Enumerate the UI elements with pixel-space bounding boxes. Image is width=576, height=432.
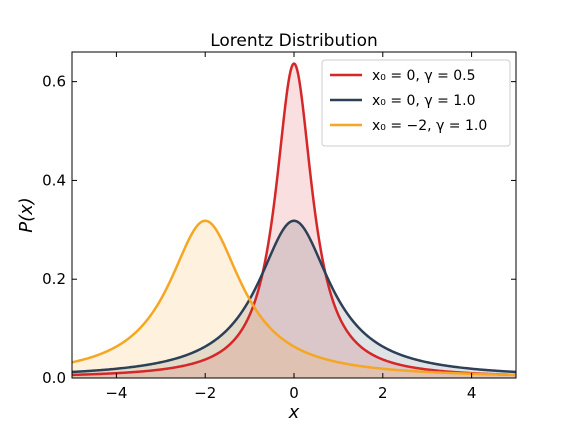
- x-tick-label: −4: [105, 384, 127, 402]
- series-line-0: [71, 62, 517, 377]
- y-axis-label: P(x): [16, 197, 37, 233]
- series-lines: [71, 62, 517, 377]
- axis-ticks: −4 −2 0 2 4 0.0 0.2 0.4 0.6: [42, 52, 516, 402]
- legend-label-2: x₀ = −2, γ = 1.0: [372, 118, 487, 134]
- series-fill-1: [72, 220, 516, 378]
- x-tick-label: 0: [289, 384, 299, 402]
- x-axis-label: x: [288, 402, 300, 423]
- legend: x₀ = 0, γ = 0.5 x₀ = 0, γ = 1.0 x₀ = −2, γ…: [321, 59, 511, 147]
- x-tick-label: −2: [194, 384, 216, 402]
- legend-box: [321, 59, 511, 147]
- y-tick-label: 0.2: [42, 270, 66, 288]
- y-tick-label: 0.6: [42, 73, 66, 91]
- legend-label-0: x₀ = 0, γ = 0.5: [372, 68, 476, 84]
- x-tick-label: 4: [467, 384, 477, 402]
- y-tick-label: 0.4: [42, 171, 66, 189]
- chart-title: Lorentz Distribution: [210, 31, 378, 51]
- series-line-1: [71, 219, 517, 374]
- x-tick-label: 2: [378, 384, 388, 402]
- y-tick-label: 0.0: [42, 369, 66, 387]
- legend-label-1: x₀ = 0, γ = 1.0: [372, 93, 476, 109]
- series-line-2: [71, 219, 517, 377]
- series-fill-2: [72, 220, 516, 378]
